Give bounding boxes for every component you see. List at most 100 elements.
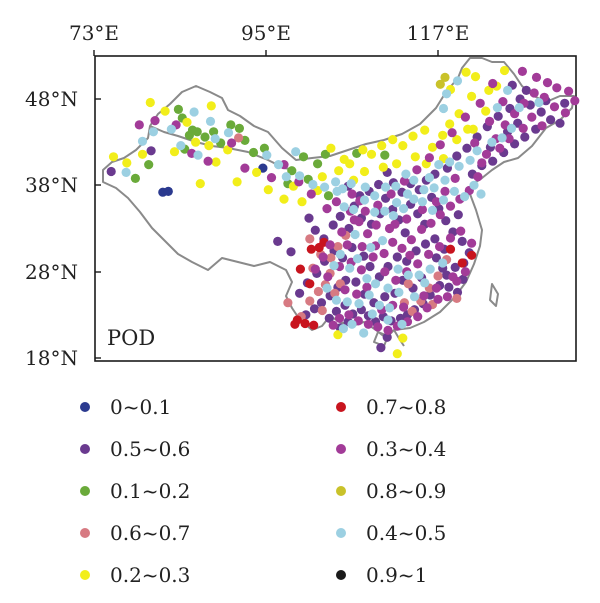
station-point-0.3-0.4 bbox=[470, 138, 480, 148]
station-point-0.6-0.7 bbox=[330, 288, 340, 298]
station-point-0.5-0.6 bbox=[331, 306, 341, 316]
station-point-0.5-0.6 bbox=[521, 85, 531, 95]
station-point-0.5-0.6 bbox=[273, 236, 283, 246]
station-point-0.4-0.5 bbox=[534, 97, 544, 108]
station-point-0.4-0.5 bbox=[454, 161, 464, 171]
legend-label: 0.6~0.7 bbox=[110, 521, 191, 545]
y-tick-label-18N: 18°N bbox=[25, 346, 78, 370]
station-point-0.3-0.4 bbox=[448, 272, 458, 282]
station-point-0.7-0.8 bbox=[300, 318, 310, 329]
station-point-0.3-0.4 bbox=[564, 86, 574, 96]
station-point-0.3-0.4 bbox=[363, 229, 373, 239]
station-point-0.2-0.3 bbox=[232, 177, 242, 187]
station-point-0.2-0.3 bbox=[204, 141, 214, 151]
station-point-0.3-0.4 bbox=[517, 66, 528, 76]
station-point-0.1-0.2 bbox=[144, 160, 154, 170]
station-point-0.2-0.3 bbox=[398, 141, 408, 151]
station-point-0.3-0.4 bbox=[495, 143, 505, 153]
legend-swatch bbox=[336, 444, 346, 454]
station-point-0.4-0.5 bbox=[438, 195, 449, 205]
station-point-0.5-0.6 bbox=[310, 225, 320, 235]
station-point-0.4-0.5 bbox=[335, 249, 345, 259]
station-point-0.3-0.4 bbox=[134, 120, 144, 130]
station-point-0.2-0.3 bbox=[252, 167, 262, 177]
panel-label: POD bbox=[107, 326, 155, 350]
station-point-0.3-0.4 bbox=[477, 158, 487, 168]
station-point-0.4-0.5 bbox=[359, 195, 370, 205]
station-point-0.5-0.6 bbox=[452, 151, 462, 161]
station-point-0.4-0.5 bbox=[438, 258, 448, 268]
station-point-0.3-0.4 bbox=[384, 223, 395, 234]
station-point-0.6-0.7 bbox=[305, 296, 315, 306]
station-point-0.1-0.2 bbox=[173, 104, 183, 114]
legend-label: 0.2~0.3 bbox=[110, 563, 191, 587]
station-point-0.3-0.4 bbox=[347, 189, 357, 199]
station-point-0.2-0.3 bbox=[145, 97, 155, 108]
station-point-0.5-0.6 bbox=[453, 210, 463, 220]
station-point-0.2-0.3 bbox=[333, 330, 343, 340]
legend-label: 0.8~0.9 bbox=[366, 479, 447, 503]
station-point-0.2-0.3 bbox=[452, 135, 462, 145]
station-point-0.4-0.5 bbox=[137, 136, 148, 146]
station-point-0.4-0.5 bbox=[354, 299, 364, 309]
station-point-0.4-0.5 bbox=[364, 290, 374, 300]
station-point-0.4-0.5 bbox=[176, 141, 186, 151]
station-point-0.3-0.4 bbox=[328, 320, 338, 330]
station-point-0.7-0.8 bbox=[295, 264, 305, 274]
station-point-0.3-0.4 bbox=[306, 189, 316, 199]
station-point-0.4-0.5 bbox=[401, 169, 411, 179]
station-point-0.3-0.4 bbox=[473, 172, 483, 182]
station-point-0.3-0.4 bbox=[467, 238, 477, 248]
legend-swatch bbox=[336, 402, 346, 412]
station-point-0.1-0.2 bbox=[313, 159, 323, 169]
station-point-0.3-0.4 bbox=[383, 325, 393, 335]
legend-label: 0.9~1 bbox=[366, 563, 428, 587]
station-point-0.3-0.4 bbox=[412, 165, 422, 175]
station-point-0.4-0.5 bbox=[281, 172, 291, 182]
station-point-0.5-0.6 bbox=[520, 132, 530, 142]
station-point-0.2-0.3 bbox=[334, 166, 344, 176]
legend-label: 0.7~0.8 bbox=[366, 395, 447, 419]
station-point-0.3-0.4 bbox=[397, 243, 407, 253]
station-point-0.3-0.4 bbox=[357, 242, 367, 252]
station-point-0.4-0.5 bbox=[370, 191, 380, 201]
legend: 0~0.1 0.5~0.6 0.1~0.2 0.6~0.7 0.2~0.3 0.… bbox=[80, 392, 520, 592]
station-point-0.5-0.6 bbox=[106, 166, 116, 177]
station-point-0.3-0.4 bbox=[426, 218, 436, 228]
station-point-0.3-0.4 bbox=[529, 88, 539, 98]
station-point-0.3-0.4 bbox=[488, 78, 498, 89]
station-point-0.3-0.4 bbox=[504, 134, 514, 144]
x-tick-labels: 73°E 95°E 117°E bbox=[69, 21, 469, 45]
station-point-0.3-0.4 bbox=[371, 220, 381, 230]
station-point-0.2-0.3 bbox=[410, 152, 420, 162]
station-point-0.3-0.4 bbox=[402, 214, 412, 224]
station-point-0.2-0.3 bbox=[377, 141, 387, 151]
station-point-0.4-0.5 bbox=[402, 189, 413, 199]
station-point-0.3-0.4 bbox=[450, 173, 460, 183]
station-point-0.1-0.2 bbox=[380, 150, 390, 160]
station-point-0.3-0.4 bbox=[435, 140, 445, 150]
station-point-0.4-0.5 bbox=[148, 127, 158, 137]
station-point-0.3-0.4 bbox=[442, 292, 452, 302]
station-point-0.3-0.4 bbox=[406, 235, 416, 245]
station-point-0.4-0.5 bbox=[273, 160, 284, 170]
station-point-0.3-0.4 bbox=[240, 163, 250, 173]
station-point-0.1-0.2 bbox=[320, 149, 330, 159]
station-point-0.3-0.4 bbox=[498, 97, 508, 107]
station-point-0.3-0.4 bbox=[460, 267, 470, 277]
station-point-0.1-0.2 bbox=[209, 127, 219, 137]
station-point-0.3-0.4 bbox=[227, 138, 237, 148]
station-point-0.4-0.5 bbox=[349, 204, 359, 215]
axis-ticks bbox=[93, 50, 439, 359]
station-point-0.3-0.4 bbox=[337, 227, 347, 237]
x-tick-label-73E: 73°E bbox=[69, 21, 119, 45]
station-point-0.5-0.6 bbox=[431, 253, 441, 263]
station-point-0.5-0.6 bbox=[304, 213, 314, 223]
station-point-0.7-0.8 bbox=[305, 279, 315, 289]
station-point-0.1-0.2 bbox=[200, 132, 210, 142]
station-point-0.2-0.3 bbox=[297, 197, 307, 207]
x-tick-label-95E: 95°E bbox=[241, 21, 291, 45]
station-point-0.4-0.5 bbox=[514, 103, 524, 113]
station-point-0.4-0.5 bbox=[345, 263, 355, 273]
station-point-0.2-0.3 bbox=[358, 145, 368, 155]
